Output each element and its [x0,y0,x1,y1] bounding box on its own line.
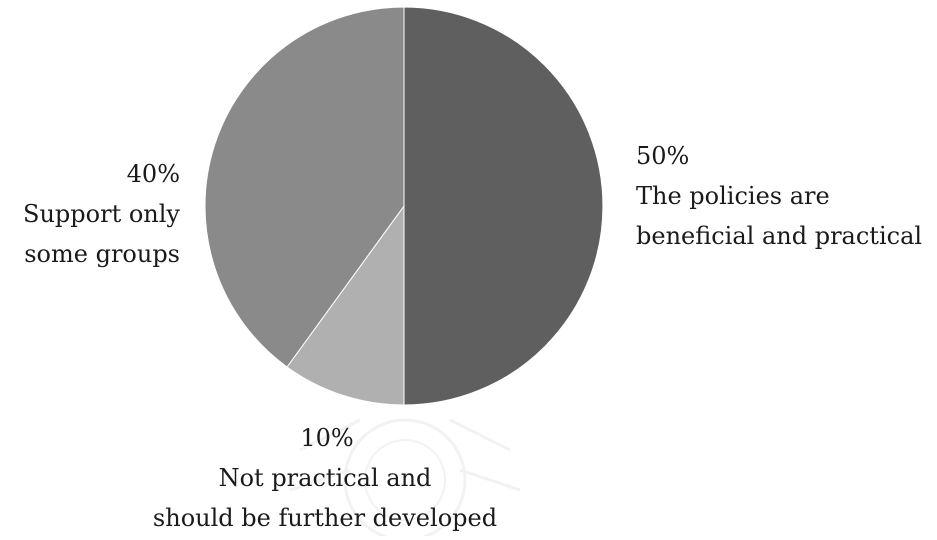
slice-label-line: beneficial and practical [636,222,922,250]
pie-slice-1 [286,204,405,406]
slice-percent-label: 50% [636,142,689,170]
slice-percent-label: 40% [127,160,180,188]
watermark-seal [289,418,521,540]
slice-label-line: The policies are [636,182,830,210]
slice-percent-label: 10% [300,424,353,452]
pie-slices [204,6,604,406]
slice-label-line: Not practical and [219,464,432,492]
pie-slice-0 [403,6,604,406]
slice-label-line: should be further developed [153,504,497,532]
pie-labels: 50% The policies are beneficial and prac… [23,142,922,532]
pie-slice-2 [204,6,405,368]
slice-label-line: some groups [24,240,180,268]
slice-label-line: Support only [23,200,180,228]
